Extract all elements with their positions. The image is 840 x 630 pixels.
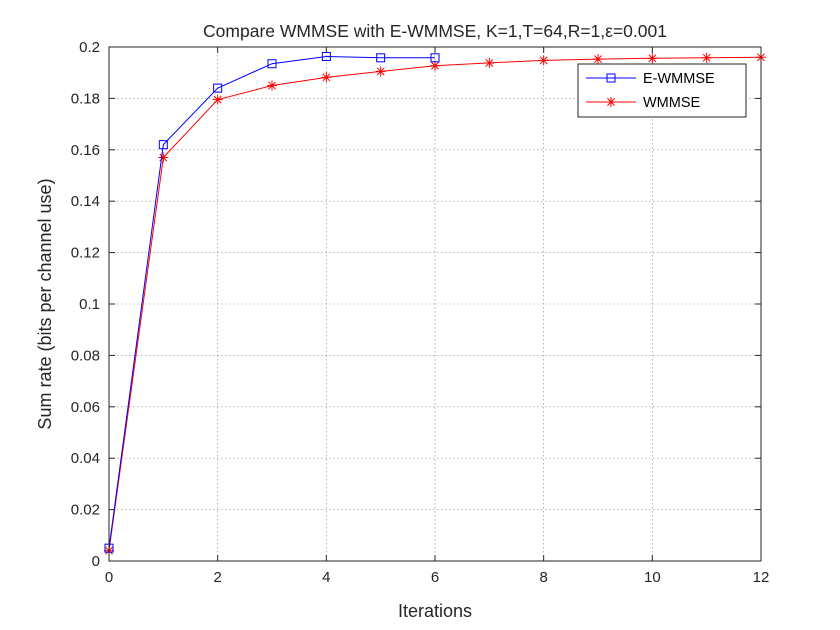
x-tick-label: 10 [644, 569, 661, 586]
y-axis-label: Sum rate (bits per channel use) [35, 178, 55, 429]
y-tick-label: 0.14 [71, 193, 100, 210]
series-layer [104, 52, 766, 556]
series-line-e-wmmse [108, 56, 435, 549]
x-tick-label: 8 [539, 569, 547, 586]
data-point-wmmse [538, 55, 549, 66]
tick-labels: 0 2 4 6 8 10 12 0 0.02 0.04 0.06 0.08 0.1 0.12 0.14 0.1… [71, 39, 770, 586]
legend-entry-e-wmmse: E-WMMSE [586, 71, 715, 87]
data-point-wmmse [158, 152, 169, 163]
x-tick-label: 6 [431, 569, 439, 586]
legend-box [577, 63, 747, 118]
y-tick-label: 0.12 [71, 245, 100, 262]
x-tick-label: 4 [322, 569, 330, 586]
data-point-wmmse [484, 57, 495, 68]
legend-entries: E-WMMSE WMMSE [586, 71, 715, 111]
data-point-e-wmmse [321, 52, 331, 62]
legend-marker [606, 97, 616, 107]
y-tick-label: 0.02 [71, 502, 100, 519]
data-point-wmmse [701, 52, 712, 63]
y-tick-label: 0.06 [71, 399, 100, 416]
y-tick-label: 0 [92, 553, 100, 570]
legend: E-WMMSE WMMSE [577, 63, 747, 118]
y-tick-label: 0.1 [79, 296, 100, 313]
plot-frame [108, 46, 762, 562]
data-point-wmmse [267, 80, 277, 91]
y-tick-label: 0.16 [71, 142, 100, 159]
data-point-wmmse [321, 72, 332, 83]
data-point-e-wmmse [267, 59, 277, 69]
legend-marker [606, 73, 616, 83]
x-axis-label: Iterations [398, 601, 472, 621]
x-tick-label: 12 [753, 569, 770, 586]
data-point-wmmse [375, 66, 386, 77]
x-tick-label: 2 [213, 569, 221, 586]
data-point-e-wmmse [213, 83, 223, 93]
data-point-wmmse [430, 60, 440, 71]
data-point-wmmse [212, 94, 223, 105]
data-point-e-wmmse [376, 53, 386, 63]
legend-entry-wmmse: WMMSE [586, 95, 701, 111]
y-tick-label: 0.18 [71, 90, 100, 107]
data-point-e-wmmse [430, 53, 440, 63]
data-point-wmmse [647, 53, 658, 64]
legend-label: WMMSE [643, 95, 701, 111]
chart-title: Compare WMMSE with E-WMMSE, K=1,T=64,R=1… [203, 21, 667, 41]
data-point-e-wmmse [158, 140, 168, 150]
legend-label: E-WMMSE [643, 71, 715, 87]
y-tick-label: 0.08 [71, 347, 100, 364]
y-tick-label: 0.2 [79, 39, 100, 56]
y-tick-label: 0.04 [71, 450, 100, 467]
data-point-wmmse [593, 54, 603, 65]
x-tick-label: 0 [105, 569, 113, 586]
